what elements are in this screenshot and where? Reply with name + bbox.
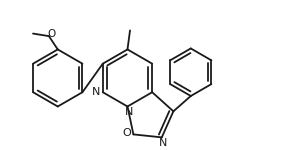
Text: O: O [47, 29, 55, 39]
Text: O: O [122, 128, 131, 138]
Text: N: N [125, 106, 134, 117]
Text: N: N [92, 87, 100, 97]
Text: N: N [159, 138, 168, 148]
